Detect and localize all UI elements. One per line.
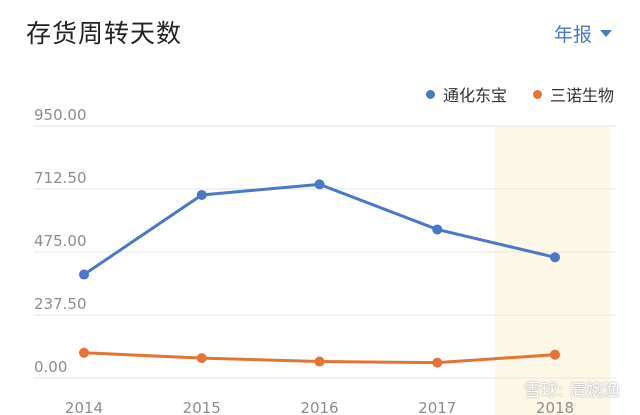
x-tick-label: 2015	[183, 399, 221, 415]
period-selector[interactable]: 年报	[554, 20, 612, 47]
y-tick-label: 950.00	[34, 106, 87, 124]
x-tick-label: 2014	[65, 399, 103, 415]
series-2-point	[314, 356, 325, 367]
chart-title: 存货周转天数	[26, 19, 183, 48]
series-1-point	[314, 179, 325, 190]
series-1-point	[79, 269, 89, 280]
legend-item-series2[interactable]: 三诺生物	[532, 82, 614, 106]
legend-label-series1: 通化东宝	[442, 86, 507, 105]
series-1-point	[196, 189, 207, 200]
x-tick-label: 2018	[536, 399, 574, 415]
series-1-point	[550, 252, 560, 263]
x-tick-label: 2016	[300, 399, 338, 415]
series-2-point	[550, 349, 560, 360]
chart-legend: 通化东宝 三诺生物	[425, 82, 614, 106]
series-2-point	[432, 357, 443, 368]
series-1-point	[432, 224, 443, 235]
highlight-band	[495, 126, 611, 415]
legend-dot-series1	[425, 89, 435, 99]
series-2-point	[79, 347, 89, 358]
y-tick-label: 475.00	[34, 232, 87, 250]
series-2-point	[196, 353, 207, 364]
legend-dot-series2	[532, 89, 542, 99]
y-tick-label: 0.00	[34, 358, 67, 376]
period-label: 年报	[553, 24, 592, 46]
legend-label-series2: 三诺生物	[549, 86, 614, 105]
legend-item-series1[interactable]: 通化东宝	[425, 82, 507, 106]
chevron-down-icon	[600, 30, 612, 37]
x-tick-label: 2017	[418, 399, 456, 415]
y-tick-label: 712.50	[34, 169, 87, 187]
watermark-text: 雪球: 清婉渔	[523, 381, 620, 401]
y-tick-label: 237.50	[34, 295, 87, 313]
series-line-1	[82, 182, 557, 277]
